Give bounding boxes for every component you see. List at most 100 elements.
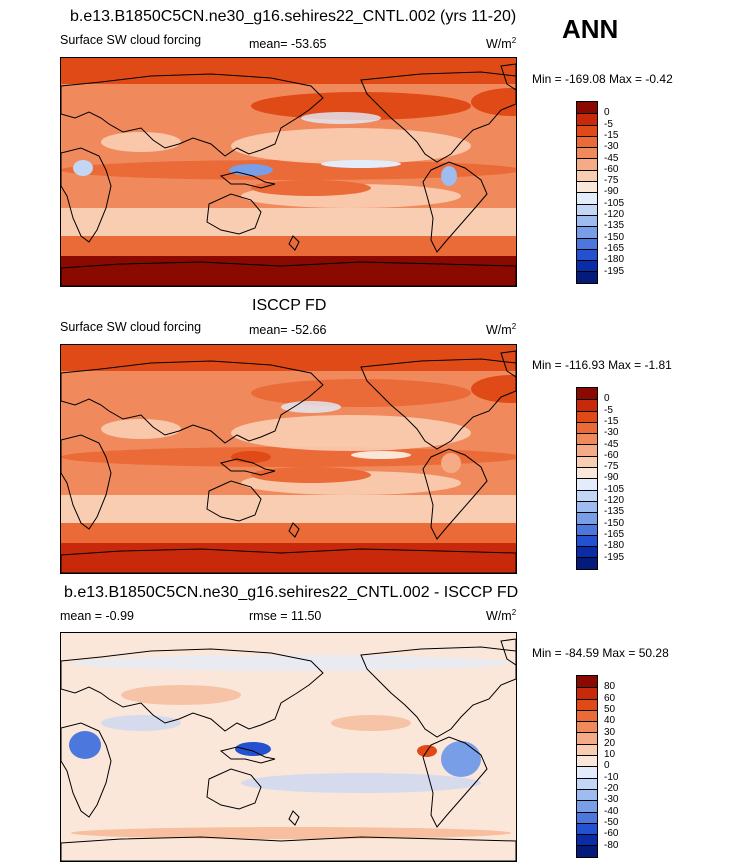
colorbar-box bbox=[577, 248, 597, 261]
colorbar-box bbox=[577, 755, 597, 767]
panel-2-field bbox=[61, 345, 516, 573]
colorbar-tick-label: -165 bbox=[604, 242, 625, 254]
panel-1-title: b.e13.B1850C5CN.ne30_g16.sehires22_CNTL.… bbox=[70, 8, 517, 25]
itcz-band bbox=[61, 447, 516, 467]
colorbar-box bbox=[577, 237, 597, 249]
colorbar-tick-label: -60 bbox=[604, 828, 619, 840]
panel-1-colorbar bbox=[576, 101, 598, 284]
coastline-nz bbox=[288, 810, 300, 826]
warm-pool-strong bbox=[229, 164, 273, 176]
coastline-indonesia bbox=[219, 746, 276, 764]
colorbar-box bbox=[577, 399, 597, 411]
north-pacific-storm bbox=[251, 92, 471, 120]
colorbar-box bbox=[577, 260, 597, 272]
season-label: ANN bbox=[562, 14, 619, 44]
panel-1-units: W/m2 bbox=[486, 36, 517, 52]
panel-2-map bbox=[60, 344, 517, 574]
colorbar-box bbox=[577, 226, 597, 238]
colorbar-box bbox=[577, 788, 597, 801]
coastline-antarctica bbox=[61, 836, 516, 861]
colorbar-box bbox=[577, 721, 597, 733]
colorbar-tick-label: -180 bbox=[604, 254, 625, 266]
coastline-indonesia bbox=[219, 171, 276, 189]
panel-3-mean: mean = -0.99 bbox=[60, 609, 135, 623]
colorbar-box bbox=[577, 512, 597, 524]
colorbar-box bbox=[577, 113, 597, 125]
colorbar-box bbox=[577, 732, 597, 744]
colorbar-tick-label: -120 bbox=[604, 495, 625, 506]
subtropic-north-low bbox=[231, 128, 471, 164]
colorbar-tick-label: 10 bbox=[604, 749, 616, 761]
eq-pacific-clear bbox=[351, 451, 411, 459]
colorbar-tick-label: -75 bbox=[604, 175, 619, 187]
colorbar-box bbox=[577, 467, 597, 479]
panel-3-units: W/m2 bbox=[486, 608, 517, 624]
colorbar-tick-label: -30 bbox=[604, 427, 619, 439]
colorbar-tick-label: -150 bbox=[604, 231, 625, 243]
colorbar-box bbox=[577, 800, 597, 812]
south-pacific-cloud bbox=[251, 467, 371, 483]
coastline-indonesia bbox=[219, 458, 276, 476]
colorbar-box bbox=[577, 410, 597, 422]
colorbar-tick-label: -50 bbox=[604, 816, 619, 828]
colorbar-tick-label: -135 bbox=[604, 506, 625, 518]
n-pacific-clear bbox=[281, 401, 341, 413]
coastline-north-america bbox=[360, 71, 516, 163]
coastline-australia bbox=[206, 768, 262, 810]
southern-ocean-band bbox=[61, 523, 516, 545]
panel-2-variable: Surface SW cloud forcing bbox=[60, 320, 202, 334]
colorbar-box bbox=[577, 192, 597, 204]
colorbar-tick-label: -20 bbox=[604, 783, 619, 794]
colorbar-box bbox=[577, 534, 597, 547]
colorbar-tick-label: 50 bbox=[604, 703, 616, 715]
colorbar-box bbox=[577, 102, 597, 114]
panel-1-minmax: Min = -169.08 Max = -0.42 bbox=[532, 72, 673, 86]
colorbar-tick-label: 60 bbox=[604, 692, 616, 704]
colorbar-box bbox=[577, 687, 597, 699]
colorbar-box bbox=[577, 181, 597, 193]
congo-strong bbox=[73, 160, 93, 176]
coastline-north-america bbox=[360, 646, 516, 738]
colorbar-tick-label: 0 bbox=[604, 107, 610, 119]
coastline-south-america bbox=[422, 448, 488, 540]
colorbar-box bbox=[577, 834, 597, 846]
coastline-south-america bbox=[422, 736, 488, 828]
colorbar-box bbox=[577, 214, 597, 227]
coastline-eurasia bbox=[61, 360, 324, 444]
panel-2-units: W/m2 bbox=[486, 322, 517, 338]
colorbar-tick-label: 0 bbox=[604, 760, 610, 772]
colorbar-box bbox=[577, 444, 597, 456]
colorbar-box bbox=[577, 135, 597, 148]
amazon bbox=[441, 453, 461, 473]
colorbar-tick-label: 80 bbox=[604, 681, 616, 693]
colorbar-tick-label: -60 bbox=[604, 449, 619, 461]
coastline-nz bbox=[288, 522, 300, 538]
colorbar-tick-label: -120 bbox=[604, 209, 625, 220]
colorbar-box bbox=[577, 388, 597, 400]
eq-pacific-clear bbox=[321, 160, 401, 168]
colorbar-tick-label: -5 bbox=[604, 404, 613, 416]
colorbar-box bbox=[577, 546, 597, 558]
panel-1-mean: mean= -53.65 bbox=[249, 37, 327, 51]
colorbar-tick-label: -195 bbox=[604, 551, 625, 563]
colorbar-box bbox=[577, 455, 597, 468]
colorbar-box bbox=[577, 557, 597, 569]
antarctic-band bbox=[61, 256, 516, 286]
colorbar-tick-label: -10 bbox=[604, 771, 619, 783]
diff-ind-neg bbox=[101, 715, 181, 731]
colorbar-box bbox=[577, 169, 597, 182]
panel-2-mean: mean= -52.66 bbox=[249, 323, 327, 337]
colorbar-box bbox=[577, 203, 597, 215]
coastline-south-america bbox=[422, 161, 488, 253]
panel-3-field bbox=[61, 633, 516, 861]
coastline-australia bbox=[206, 480, 262, 522]
warm-pool bbox=[231, 451, 271, 463]
colorbar-tick-label: -30 bbox=[604, 794, 619, 806]
panel-2-title: ISCCP FD bbox=[252, 297, 327, 314]
amazon-strong bbox=[441, 166, 457, 186]
panel-1-variable: Surface SW cloud forcing bbox=[60, 33, 202, 47]
colorbar-box bbox=[577, 743, 597, 756]
south-pacific-cloud bbox=[251, 180, 371, 196]
panel-2-minmax: Min = -116.93 Max = -1.81 bbox=[532, 358, 672, 372]
coastline-africa bbox=[61, 434, 112, 530]
